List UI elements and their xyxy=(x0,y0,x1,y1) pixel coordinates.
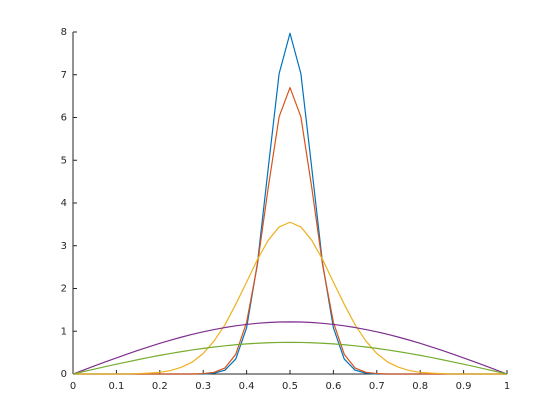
x-tick-label: 0 xyxy=(70,381,76,392)
x-tick-label: 0.2 xyxy=(152,381,168,392)
line-series xyxy=(72,341,508,375)
y-tick-label: 6 xyxy=(61,113,67,124)
line-series xyxy=(73,221,507,375)
y-tick-label: 7 xyxy=(61,70,67,81)
line-series xyxy=(73,86,507,375)
x-tick-label: 0.1 xyxy=(108,381,124,392)
y-tick-label: 8 xyxy=(61,27,67,38)
y-tick-label: 2 xyxy=(61,284,67,295)
x-tick-label: 0.9 xyxy=(456,381,472,392)
x-tick-label: 0.5 xyxy=(282,381,298,392)
x-tick-label: 0.3 xyxy=(195,381,211,392)
y-tick-label: 4 xyxy=(61,198,67,209)
y-tick-label: 5 xyxy=(61,155,67,166)
y-tick-label: 0 xyxy=(61,369,67,380)
x-tick-label: 1 xyxy=(504,381,510,392)
x-tick-label: 0.4 xyxy=(239,381,255,392)
y-tick-label: 1 xyxy=(61,326,67,337)
x-tick-label: 0.6 xyxy=(325,381,341,392)
line-series xyxy=(72,321,508,375)
x-tick-label: 0.8 xyxy=(412,381,428,392)
y-tick-label: 3 xyxy=(61,241,67,252)
x-tick-label: 0.7 xyxy=(369,381,385,392)
